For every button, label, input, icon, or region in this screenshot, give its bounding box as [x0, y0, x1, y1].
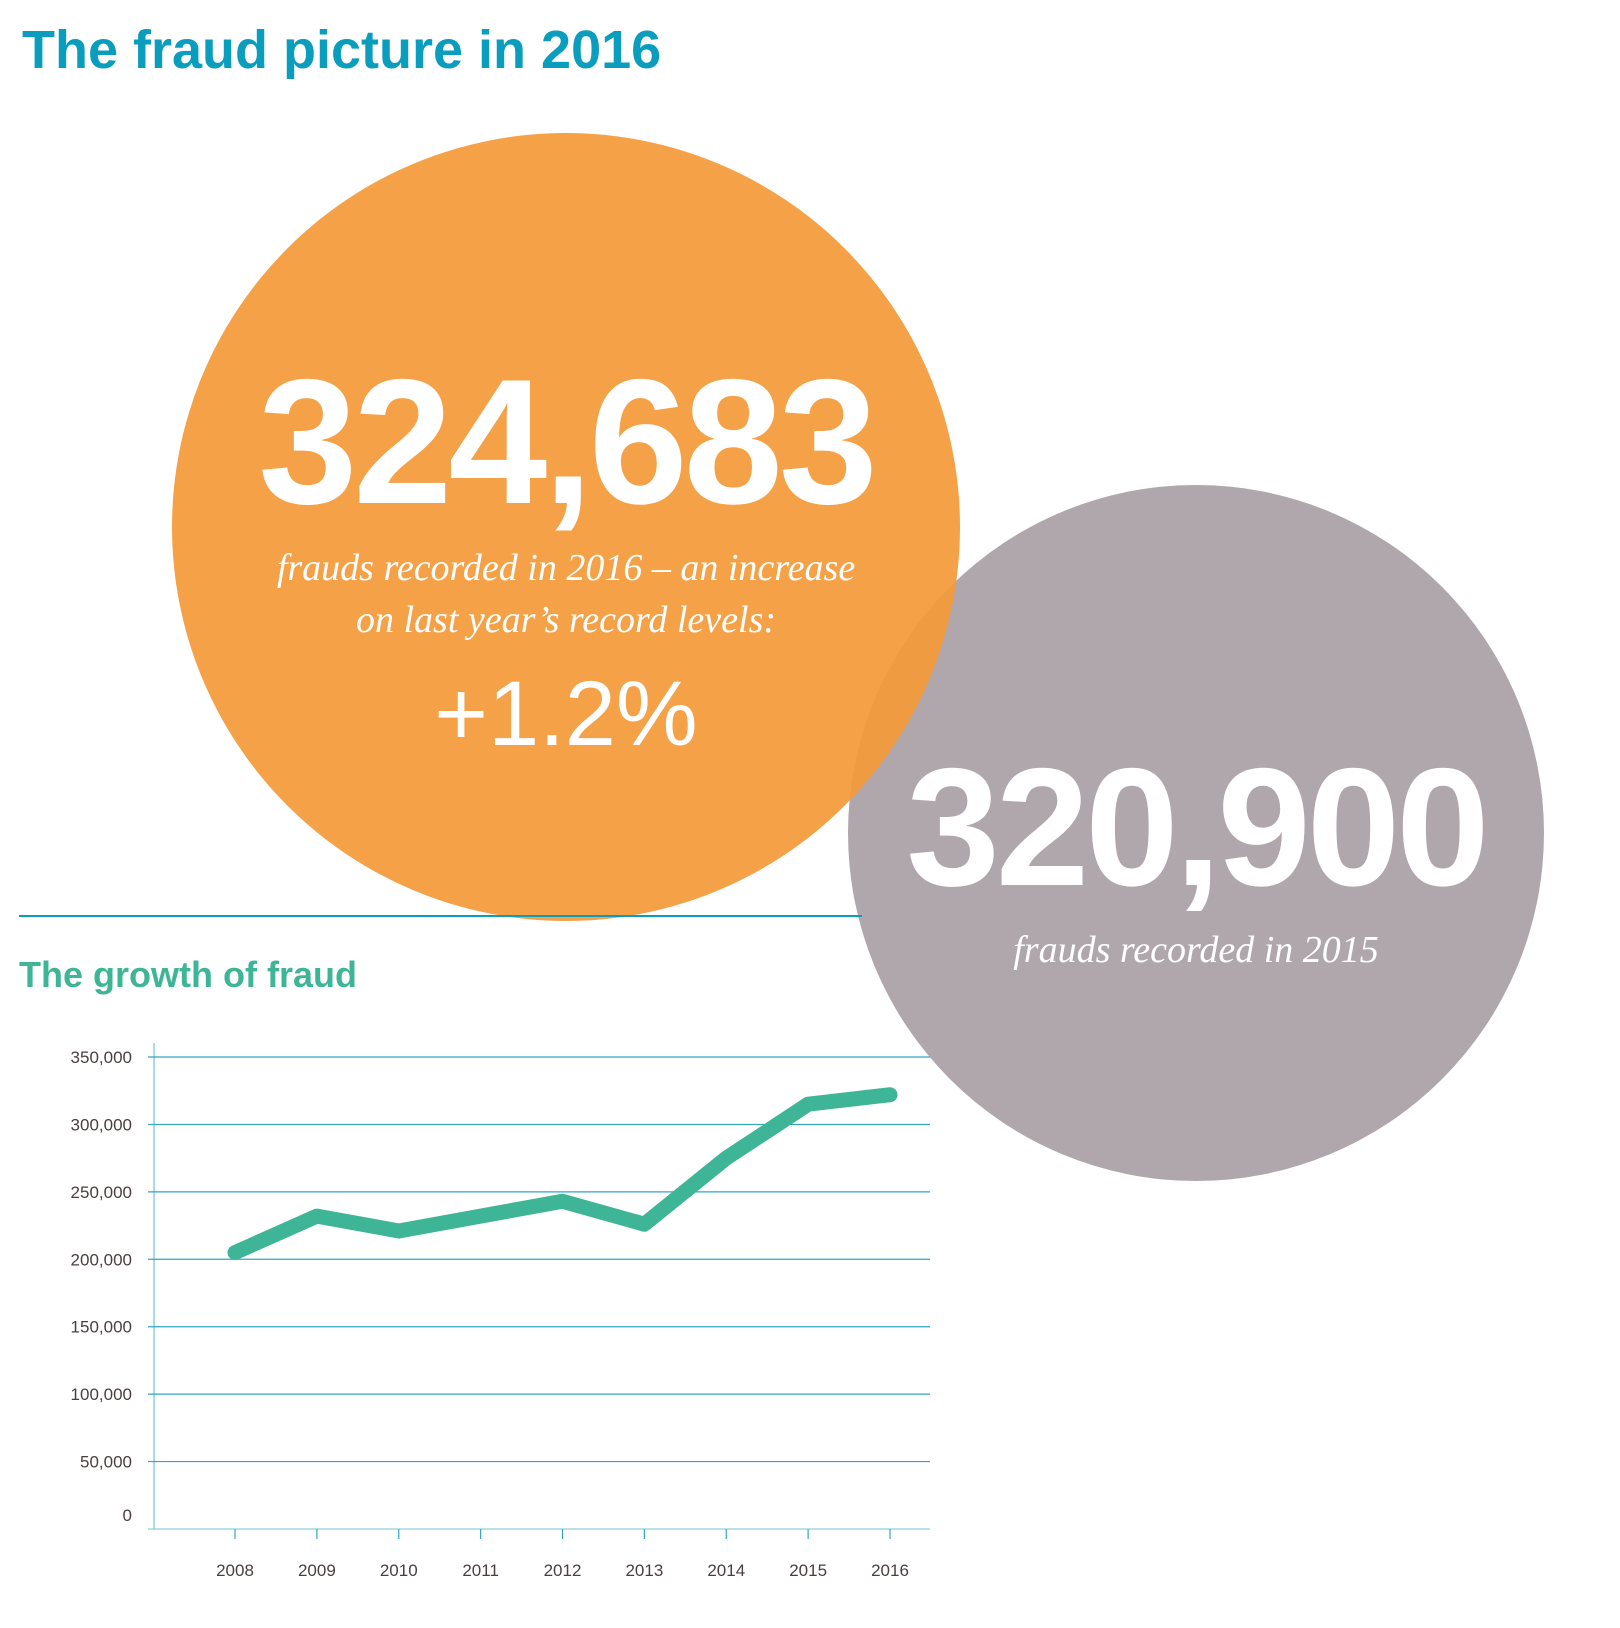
x-tick-label: 2010	[380, 1561, 418, 1580]
y-tick-label: 0	[123, 1506, 132, 1525]
series-line-frauds	[227, 1087, 898, 1261]
x-tick-label: 2016	[871, 1561, 909, 1580]
data-point-2014	[725, 1157, 728, 1160]
y-tick-label: 300,000	[71, 1115, 132, 1134]
x-tick-label: 2013	[625, 1561, 663, 1580]
y-tick-label: 250,000	[71, 1183, 132, 1202]
data-point-2015	[807, 1103, 810, 1106]
frauds-2016-number: 324,683	[258, 342, 873, 541]
page-title: The fraud picture in 2016	[22, 20, 661, 80]
x-tick-label: 2011	[462, 1561, 499, 1580]
y-tick-label: 350,000	[71, 1048, 132, 1067]
x-tick-label: 2015	[789, 1561, 827, 1580]
y-tick-label: 200,000	[71, 1250, 132, 1269]
x-tick-label: 2008	[216, 1561, 254, 1580]
frauds-2015-caption: frauds recorded in 2015	[1013, 929, 1379, 971]
percent-change: +1.2%	[434, 663, 697, 765]
x-tick-label: 2014	[707, 1561, 745, 1580]
orange-circle-2016	[172, 133, 960, 921]
x-tick-label: 2012	[544, 1561, 582, 1580]
line-chart: 0 50,000 100,000 150,000 200,000 250,000 300,0…	[71, 1043, 930, 1580]
frauds-2016-caption-line1: frauds recorded in 2016 – an increase	[277, 547, 856, 589]
y-tick-label: 100,000	[71, 1385, 132, 1404]
data-point-2012	[561, 1200, 564, 1203]
y-tick-label: 50,000	[80, 1453, 132, 1472]
y-tick-label: 150,000	[71, 1318, 132, 1337]
chart-title: The growth of fraud	[19, 954, 357, 995]
data-point-2016	[889, 1093, 891, 1096]
frauds-2016-caption-line2: on last year’s record levels:	[356, 599, 776, 641]
frauds-2015-number: 320,900	[906, 733, 1485, 921]
data-point-2013	[643, 1223, 646, 1226]
x-tick-label: 2009	[298, 1561, 336, 1580]
data-point-2010	[397, 1229, 400, 1232]
grey-circle-2015	[848, 485, 1544, 1181]
data-point-2008	[234, 1251, 236, 1254]
data-point-2009	[315, 1215, 318, 1218]
data-point-2011	[479, 1215, 482, 1218]
